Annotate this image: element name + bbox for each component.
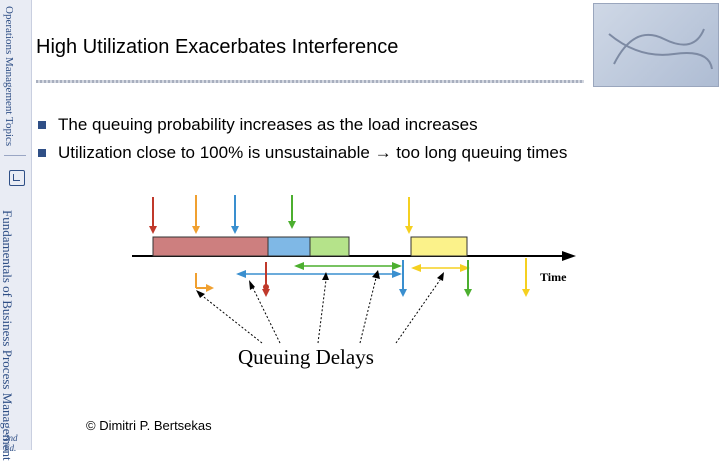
pointer-line	[317, 279, 327, 344]
bullet-text: Utilization close to 100% is unsustainab…	[58, 143, 568, 162]
arrival-arrow-green	[288, 195, 296, 229]
arrival-arrow-yellow	[405, 197, 413, 234]
service-bar-yellow	[410, 236, 468, 257]
time-axis-arrow-icon	[562, 251, 576, 261]
time-label: Time	[540, 270, 567, 284]
bullet-item: The queuing probability increases as the…	[36, 112, 706, 138]
sidebar-edition: 2nd Ed.	[4, 433, 18, 453]
drawing-hands-image	[593, 3, 719, 87]
delay-span-yellow	[411, 264, 470, 272]
copyright-notice: © Dimitri P. Bertsekas	[86, 418, 212, 433]
pointer-arrow-icon	[249, 280, 255, 290]
arrival-arrow-blue	[231, 195, 239, 234]
sidebar: Operations Management Topics Fundamental…	[0, 0, 32, 461]
pointer-line	[199, 293, 263, 344]
bullet-square-icon	[38, 121, 46, 129]
queuing-delays-label: Queuing Delays	[238, 345, 374, 369]
departure-arrow-red	[262, 262, 270, 297]
pointer-arrow-icon	[437, 272, 444, 281]
service-bar-blue	[267, 236, 311, 257]
service-bar-red	[152, 236, 269, 257]
pointer-line	[359, 277, 377, 344]
pointer-arrow-icon	[322, 272, 329, 280]
pointer-line	[251, 285, 281, 344]
bullet-square-icon	[38, 149, 46, 157]
chapter-icon	[9, 170, 25, 186]
delay-span-green	[294, 262, 402, 270]
departure-arrow-blue	[399, 260, 407, 297]
bullet-item: Utilization close to 100% is unsustainab…	[36, 140, 706, 166]
departure-arrow-yellow	[522, 258, 530, 297]
bullet-text: The queuing probability increases as the…	[58, 115, 478, 134]
slide-title: High Utilization Exacerbates Interferenc…	[36, 36, 399, 58]
title-divider	[36, 80, 584, 83]
service-bar-green	[309, 236, 350, 257]
pointer-line	[395, 279, 441, 344]
delay-span-orange	[195, 273, 214, 292]
pointer-arrow-icon	[372, 270, 380, 279]
pointer-arrow-icon	[196, 290, 205, 298]
sidebar-divider	[4, 155, 26, 156]
queuing-diagram: Time Queuing Delays	[132, 195, 576, 369]
arrival-arrow-red	[149, 197, 157, 234]
departure-arrow-green	[464, 260, 472, 297]
arrival-arrow-orange	[192, 195, 200, 234]
bullet-list: The queuing probability increases as the…	[36, 112, 706, 168]
